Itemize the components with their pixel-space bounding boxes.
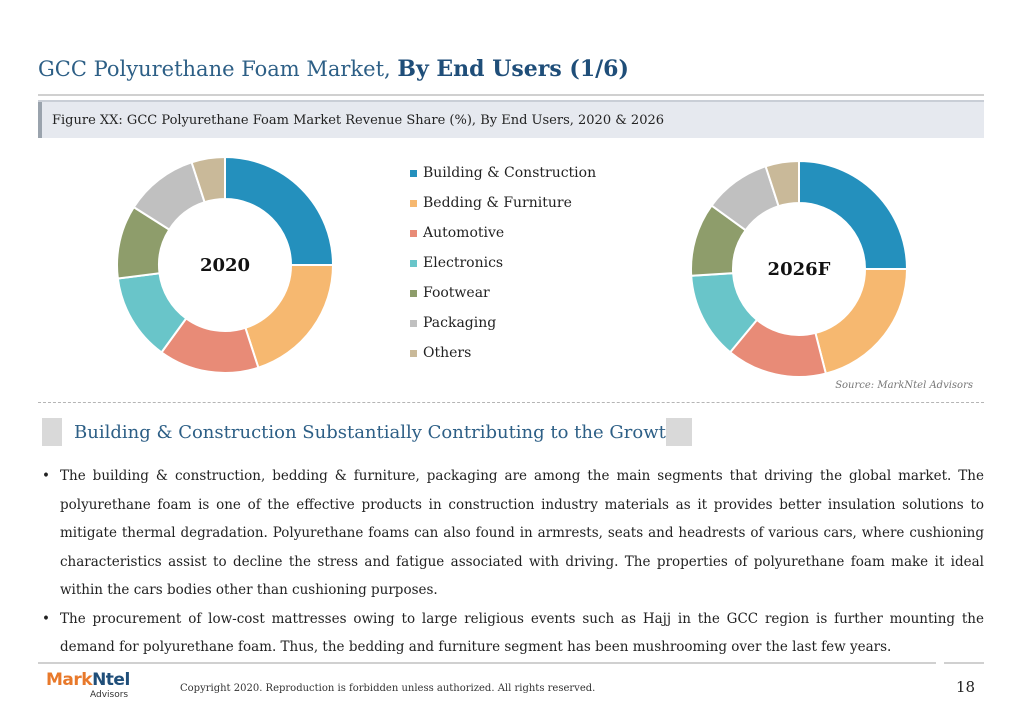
legend-item: Others: [410, 338, 630, 368]
page-title-prefix: GCC Polyurethane Foam Market,: [38, 57, 398, 81]
copyright-notice: Copyright 2020. Reproduction is forbidde…: [180, 683, 596, 694]
figure-caption-bar: Figure XX: GCC Polyurethane Foam Market …: [38, 102, 984, 138]
legend-swatch: [410, 319, 417, 327]
donut-chart-2026f: 2026F: [690, 159, 909, 378]
legend-item: Building & Construction: [410, 158, 630, 188]
donut-center-label: 2026F: [768, 259, 831, 280]
footer-divider: [38, 662, 936, 664]
logo-brand: MarkNtel: [46, 670, 130, 690]
donut-slice-bedding-furniture: [244, 264, 335, 369]
bullet-item: • The building & construction, bedding &…: [40, 462, 984, 605]
source-note: Source: MarkNtel Advisors: [835, 380, 973, 391]
section-title: Building & Construction Substantially Co…: [74, 422, 678, 443]
donut-slice-others: [764, 159, 800, 208]
section-marker-left: [42, 418, 62, 446]
donut-slice-building-construction: [224, 155, 335, 266]
donut-slice-others: [190, 155, 226, 204]
donut-slice-building-construction: [798, 159, 909, 270]
legend-swatch: [410, 259, 417, 267]
legend-item: Electronics: [410, 248, 630, 278]
bullet-item: • The procurement of low-cost mattresses…: [40, 605, 984, 662]
legend-swatch: [410, 349, 417, 357]
legend-label: Bedding & Furniture: [423, 195, 572, 211]
logo-subtitle: Advisors: [90, 690, 129, 700]
footer-divider-short: [944, 662, 984, 664]
markntel-logo: MarkNtel Advisors: [46, 670, 146, 704]
page-title: GCC Polyurethane Foam Market, By End Use…: [38, 56, 629, 82]
donut-center-label: 2020: [200, 255, 250, 276]
legend-label: Building & Construction: [423, 165, 597, 181]
bullet-dot: •: [42, 610, 50, 627]
figure-bar-top-line: [38, 100, 984, 102]
legend-item: Bedding & Furniture: [410, 188, 630, 218]
legend-label: Automotive: [423, 225, 505, 241]
page-number: 18: [956, 678, 976, 696]
legend-item: Automotive: [410, 218, 630, 248]
bullet-text: The building & construction, bedding & f…: [60, 468, 984, 598]
legend-item: Footwear: [410, 278, 630, 308]
chart-legend: Building & Construction Bedding & Furnitu…: [410, 158, 630, 368]
bullet-dot: •: [42, 468, 50, 484]
dashed-divider: [38, 402, 984, 403]
title-divider: [38, 94, 984, 96]
legend-label: Electronics: [423, 255, 504, 271]
legend-item: Packaging: [410, 308, 630, 338]
page-title-bold: By End Users (1/6): [397, 56, 629, 82]
legend-swatch: [410, 229, 417, 237]
legend-swatch: [410, 289, 417, 297]
legend-label: Others: [423, 345, 472, 361]
donut-chart-2020: 2020: [116, 155, 335, 374]
section-marker-right: [666, 418, 692, 446]
legend-label: Footwear: [423, 285, 490, 301]
bullet-text: The procurement of low-cost mattresses o…: [60, 610, 984, 656]
bullet-list: • The building & construction, bedding &…: [40, 462, 984, 662]
figure-caption: Figure XX: GCC Polyurethane Foam Market …: [52, 113, 665, 128]
legend-label: Packaging: [423, 315, 497, 331]
legend-swatch: [410, 169, 417, 177]
legend-swatch: [410, 199, 417, 207]
donut-slice-bedding-furniture: [814, 268, 909, 375]
